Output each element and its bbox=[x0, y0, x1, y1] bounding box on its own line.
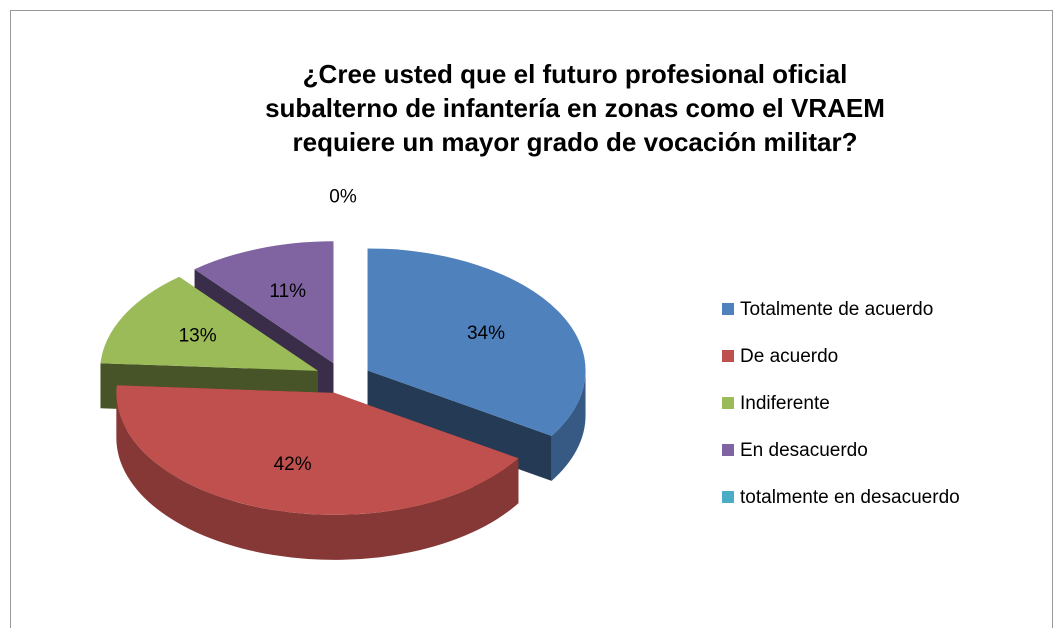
slice-wall bbox=[116, 392, 519, 560]
legend-label: Totalmente de acuerdo bbox=[740, 299, 933, 320]
slice-side bbox=[367, 370, 552, 481]
slice bbox=[116, 385, 519, 515]
chart-title: ¿Cree usted que el futuro profesional of… bbox=[265, 59, 885, 157]
legend-swatch bbox=[722, 491, 734, 503]
legend-swatch bbox=[722, 303, 734, 315]
legend-label: En desacuerdo bbox=[740, 440, 868, 461]
slice bbox=[194, 241, 334, 364]
data-label: 13% bbox=[179, 326, 217, 347]
legend-label: Indiferente bbox=[740, 393, 830, 414]
data-label: 0% bbox=[329, 187, 357, 208]
legend-label: totalmente en desacuerdo bbox=[740, 487, 960, 508]
slice bbox=[100, 276, 319, 371]
chart-title-line: ¿Cree usted que el futuro profesional of… bbox=[303, 59, 848, 89]
legend-swatch bbox=[722, 350, 734, 362]
slice-wall bbox=[551, 370, 586, 481]
legend-swatch bbox=[722, 397, 734, 409]
legend-label: De acuerdo bbox=[740, 346, 838, 367]
chart-title-line: subalterno de infantería en zonas como e… bbox=[265, 93, 885, 123]
legend-swatch bbox=[722, 444, 734, 456]
data-label: 11% bbox=[269, 281, 306, 302]
data-label: 42% bbox=[274, 454, 312, 475]
chart-title-line: requiere un mayor grado de vocación mili… bbox=[293, 127, 858, 157]
slice bbox=[367, 248, 586, 436]
data-label: 34% bbox=[467, 323, 505, 344]
